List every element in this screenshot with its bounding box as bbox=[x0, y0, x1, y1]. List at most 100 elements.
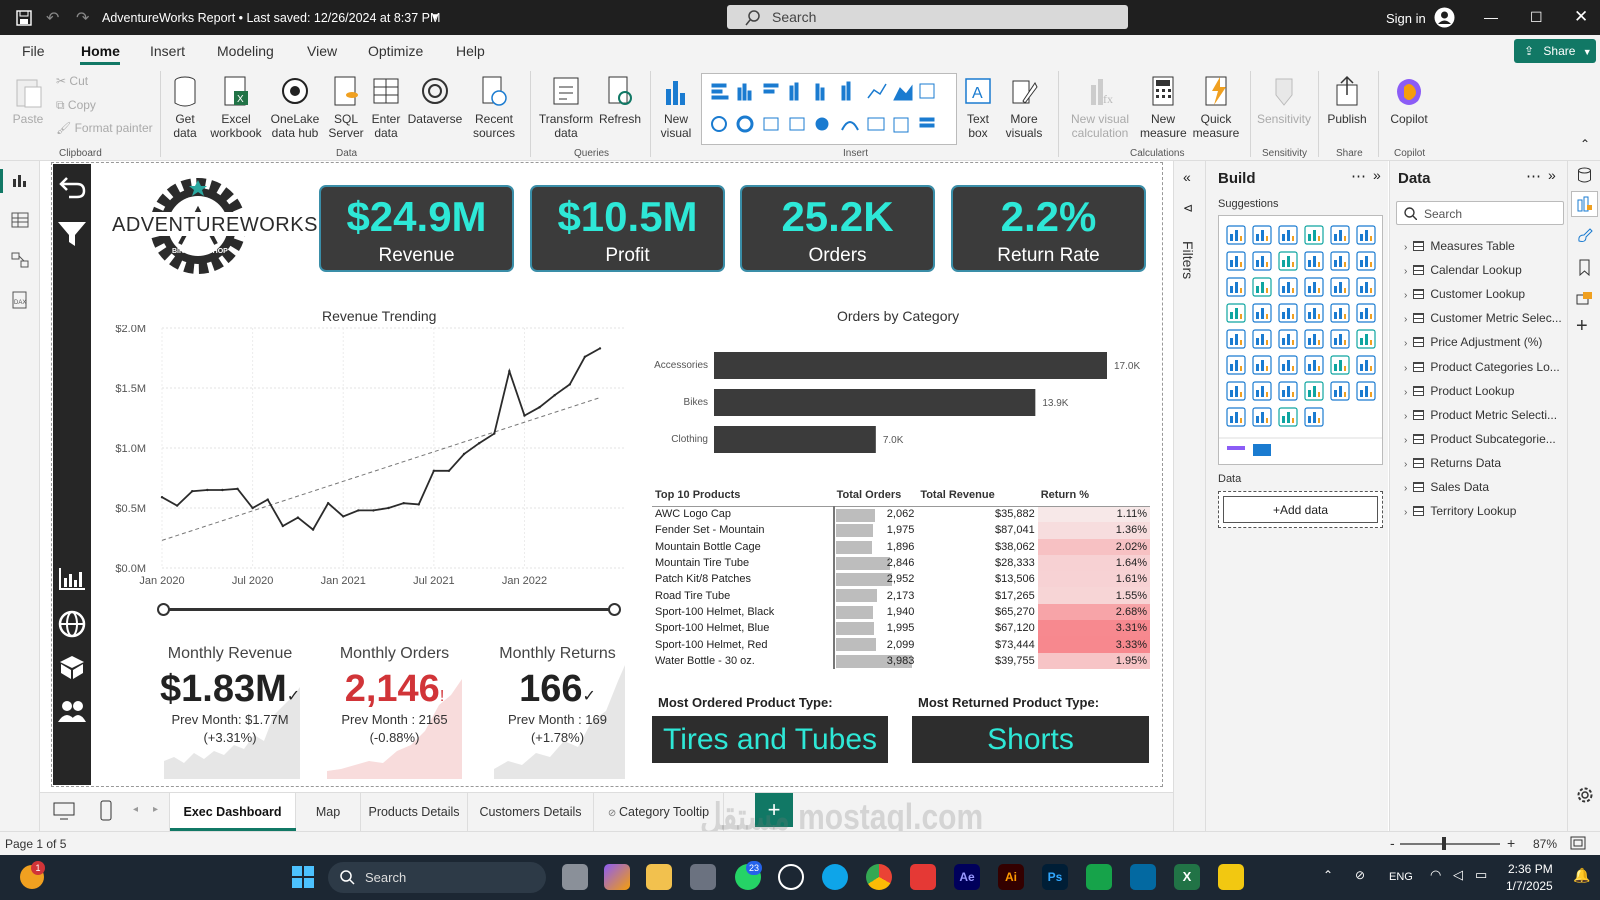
refresh-button[interactable]: Refresh bbox=[598, 75, 642, 126]
wifi-icon[interactable]: ◠ bbox=[1430, 867, 1442, 882]
visual-gallery[interactable] bbox=[701, 73, 957, 145]
revenue-trending-chart[interactable]: $0.0M $0.5M $1.0M $1.5M $2.0M Jan 2020 Jul 202… bbox=[105, 325, 635, 625]
cut-button[interactable]: ✂ Cut bbox=[56, 74, 88, 88]
menu-view[interactable]: View bbox=[307, 43, 338, 59]
dashboard-chart-icon[interactable] bbox=[58, 566, 86, 592]
expand-chevron-icon[interactable]: › bbox=[1404, 434, 1408, 446]
save-icon[interactable] bbox=[16, 10, 32, 26]
volume-icon[interactable]: ◁ bbox=[1453, 867, 1463, 882]
add-pane-icon[interactable]: + bbox=[1576, 315, 1588, 337]
taskbar-search[interactable]: Search bbox=[328, 862, 546, 893]
edge-icon[interactable] bbox=[822, 864, 848, 890]
add-page-button[interactable]: + bbox=[755, 793, 793, 827]
table-row[interactable]: Sport-100 Helmet, Red 2,099 $73,444 3.33% bbox=[652, 636, 1150, 653]
paste-button[interactable]: Paste bbox=[10, 75, 46, 126]
menu-home[interactable]: Home bbox=[81, 43, 120, 59]
chrome-icon[interactable] bbox=[866, 864, 892, 890]
date-slider-start-handle[interactable] bbox=[157, 603, 170, 616]
mobile-layout-icon[interactable] bbox=[100, 800, 112, 822]
copilot-taskbar-icon[interactable] bbox=[604, 864, 630, 890]
tab-customers-details[interactable]: Customers Details bbox=[468, 793, 594, 831]
scroll-left-icon[interactable]: ◂ bbox=[133, 804, 139, 815]
data-search-input[interactable]: Search bbox=[1396, 201, 1564, 225]
quick-measure-button[interactable]: Quick measure bbox=[1190, 75, 1242, 140]
onelake-button[interactable]: OneLake data hub bbox=[266, 75, 324, 140]
title-dropdown-icon[interactable]: ▼ bbox=[430, 12, 440, 23]
expand-filters-icon[interactable]: « bbox=[1183, 169, 1191, 185]
format-brush-icon[interactable] bbox=[1576, 227, 1593, 244]
data-pane-icon[interactable] bbox=[1576, 167, 1593, 184]
battery-icon[interactable]: ▭ bbox=[1475, 867, 1488, 882]
expand-chevron-icon[interactable]: › bbox=[1404, 338, 1408, 350]
orders-by-category-chart[interactable]: Accessories 17.0K Bikes 13.9K Clothing 7.0K bbox=[640, 340, 1160, 460]
table-row[interactable]: Water Bottle - 30 oz. 3,983 $39,755 1.95% bbox=[652, 652, 1150, 669]
publish-button[interactable]: Publish bbox=[1324, 75, 1370, 126]
zoom-slider-thumb[interactable] bbox=[1442, 837, 1446, 850]
table-row[interactable]: Mountain Bottle Cage 1,896 $38,062 2.02% bbox=[652, 538, 1150, 555]
get-data-button[interactable]: Get data bbox=[166, 75, 204, 140]
more-visuals-button[interactable]: More visuals bbox=[1000, 75, 1048, 140]
col-header-revenue[interactable]: Total Revenue bbox=[920, 488, 995, 501]
expand-chevron-icon[interactable]: › bbox=[1404, 362, 1408, 374]
share-button[interactable]: ⇪ Share ▼ bbox=[1514, 39, 1596, 63]
format-painter-button[interactable]: 🖌 Format painter bbox=[56, 121, 153, 135]
top-products-table[interactable]: Top 10 Products Total Orders Total Reven… bbox=[652, 484, 1150, 669]
zoom-out-icon[interactable]: - bbox=[1390, 835, 1395, 851]
table-row[interactable]: Sport-100 Helmet, Black 1,940 $65,270 2.68% bbox=[652, 603, 1150, 621]
expand-chevron-icon[interactable]: › bbox=[1404, 410, 1408, 422]
table-item[interactable]: › Product Lookup bbox=[1404, 384, 1514, 398]
table-row[interactable]: Road Tire Tube 2,173 $17,265 1.55% bbox=[652, 587, 1150, 604]
sensitivity-button[interactable]: Sensitivity bbox=[1256, 75, 1312, 126]
table-item[interactable]: › Sales Data bbox=[1404, 480, 1489, 494]
zoom-in-icon[interactable]: + bbox=[1507, 835, 1516, 851]
globe-icon[interactable] bbox=[58, 610, 86, 638]
illustrator-icon[interactable]: Ai bbox=[998, 864, 1024, 890]
date-slider-track[interactable] bbox=[161, 608, 616, 611]
back-arrow-icon[interactable] bbox=[57, 170, 87, 200]
scroll-right-icon[interactable]: ▸ bbox=[153, 804, 159, 815]
table-item[interactable]: › Customer Metric Selec... bbox=[1404, 311, 1562, 325]
menu-help[interactable]: Help bbox=[456, 43, 485, 59]
expand-chevron-icon[interactable]: › bbox=[1404, 266, 1408, 278]
tray-chevron-icon[interactable]: ⌃ bbox=[1323, 868, 1334, 882]
tab-map[interactable]: Map bbox=[296, 793, 361, 831]
box-icon[interactable] bbox=[58, 654, 86, 680]
expand-chevron-icon[interactable]: › bbox=[1404, 242, 1408, 253]
notifications-icon[interactable]: 🔔 bbox=[1573, 867, 1591, 883]
menu-modeling[interactable]: Modeling bbox=[217, 43, 274, 59]
zoom-slider[interactable] bbox=[1400, 843, 1500, 845]
table-item[interactable]: › Product Subcategorie... bbox=[1404, 432, 1556, 446]
monthly-revenue-card[interactable]: Monthly Revenue $1.83M✓ Prev Month: $1.7… bbox=[160, 645, 300, 779]
table-view-icon[interactable] bbox=[11, 211, 29, 229]
power-bi-taskbar-icon[interactable] bbox=[1218, 864, 1244, 890]
sql-server-button[interactable]: SQL Server bbox=[327, 75, 365, 140]
anydesk-icon[interactable] bbox=[910, 864, 936, 890]
collapse-ribbon-icon[interactable]: ⌃ bbox=[1580, 137, 1591, 151]
desktop-layout-icon[interactable] bbox=[53, 802, 75, 820]
kpi-card-revenue[interactable]: $24.9M Revenue bbox=[319, 185, 514, 272]
menu-file[interactable]: File bbox=[22, 43, 45, 59]
kpi-card-profit[interactable]: $10.5M Profit bbox=[530, 185, 725, 272]
more-options-icon[interactable]: ⋯ bbox=[1526, 168, 1541, 185]
visualizations-gallery[interactable] bbox=[1218, 215, 1383, 465]
table-item[interactable]: › Calendar Lookup bbox=[1404, 263, 1522, 277]
clock-date[interactable]: 1/7/2025 bbox=[1506, 879, 1553, 893]
search-input[interactable]: Search bbox=[727, 5, 1128, 29]
dax-query-icon[interactable]: DAX bbox=[11, 291, 29, 309]
table-item[interactable]: › Returns Data bbox=[1404, 456, 1501, 470]
col-header-return[interactable]: Return % bbox=[1040, 488, 1089, 501]
text-box-button[interactable]: A Text box bbox=[960, 75, 996, 140]
monthly-orders-card[interactable]: Monthly Orders 2,146! Prev Month : 2165 … bbox=[327, 645, 462, 779]
minimize-icon[interactable]: — bbox=[1484, 9, 1498, 25]
transform-data-button[interactable]: Transform data bbox=[536, 75, 596, 140]
filters-pane-collapsed[interactable]: « ⊲ Filters bbox=[1173, 161, 1205, 831]
bookmark-icon[interactable] bbox=[1576, 259, 1593, 276]
report-view-icon[interactable] bbox=[11, 171, 29, 189]
windows-start-icon[interactable] bbox=[292, 866, 314, 888]
filter-icon[interactable] bbox=[57, 220, 87, 248]
copy-button[interactable]: ⧉ Copy bbox=[56, 98, 96, 113]
enter-data-button[interactable]: Enter data bbox=[368, 75, 404, 140]
monthly-returns-card[interactable]: Monthly Returns 166✓ Prev Month : 169 (+… bbox=[490, 645, 625, 779]
photoshop-icon[interactable]: Ps bbox=[1042, 864, 1068, 890]
dataverse-button[interactable]: Dataverse bbox=[407, 75, 463, 126]
